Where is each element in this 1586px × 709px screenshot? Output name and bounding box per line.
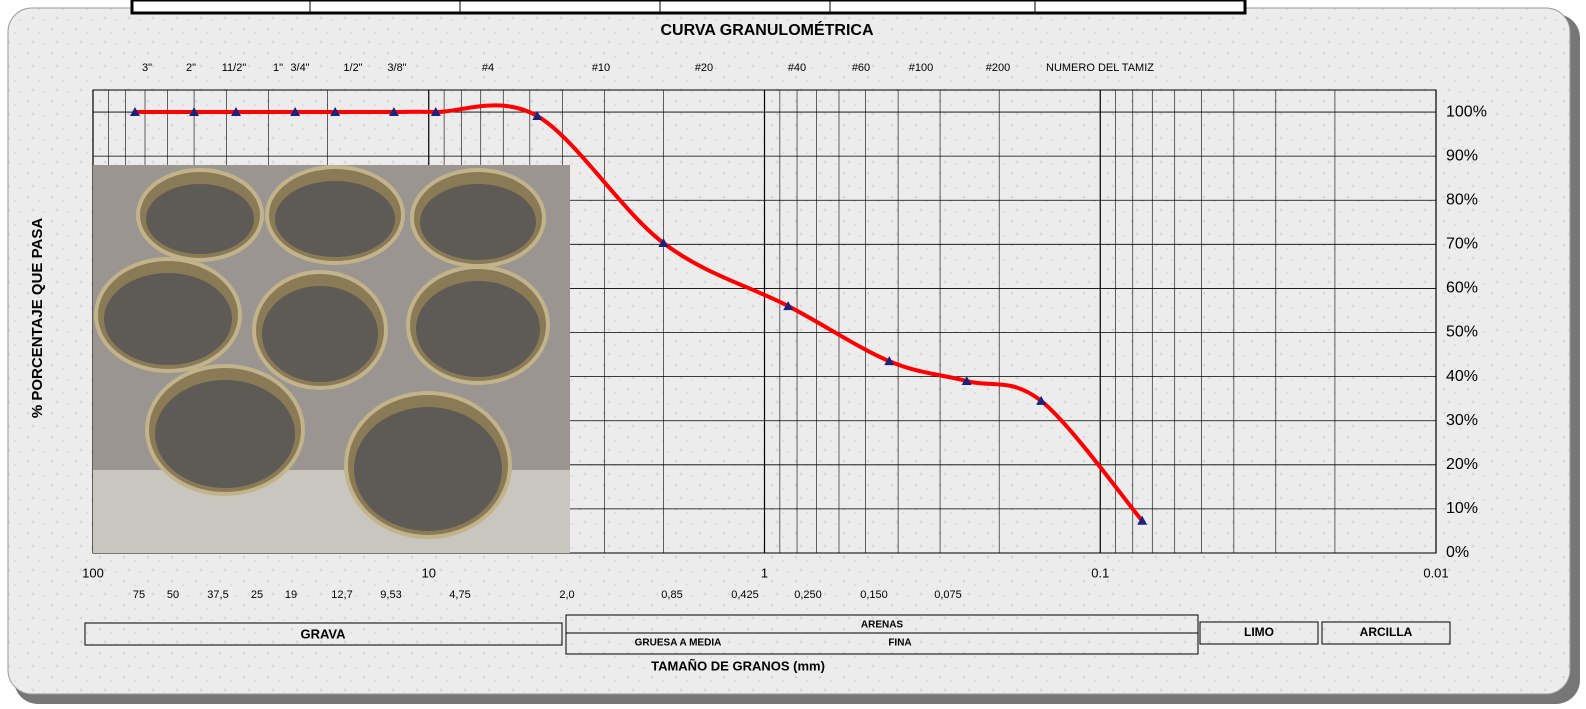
band-label: FINA xyxy=(888,638,911,649)
x-tick-label: 1 xyxy=(761,565,768,580)
sieve-label: 11/2" xyxy=(222,62,247,74)
y-tick-label: 30% xyxy=(1446,412,1478,429)
x-tick-label: 0.1 xyxy=(1091,565,1109,580)
band-label: GRUESA A MEDIA xyxy=(635,638,722,649)
y-tick-label: 40% xyxy=(1446,368,1478,385)
photo-inset xyxy=(93,165,570,553)
sieve-mesh xyxy=(420,184,536,260)
sieve-label: #10 xyxy=(592,62,610,74)
sieve-label: #4 xyxy=(482,62,494,74)
sieve-mesh xyxy=(275,181,395,257)
size-label: 0,425 xyxy=(731,589,759,601)
size-label: 50 xyxy=(167,589,179,601)
sieve-label: 1/2" xyxy=(343,62,362,74)
sieve-mesh xyxy=(155,380,295,488)
band-label: LIMO xyxy=(1244,625,1274,639)
x-tick-label: 10 xyxy=(422,565,436,580)
size-label: 4,75 xyxy=(449,589,470,601)
sieve-mesh xyxy=(146,184,254,254)
y-tick-label: 80% xyxy=(1446,191,1478,208)
sieve-label: 1" xyxy=(273,62,283,74)
chart-title: CURVA GRANULOMÉTRICA xyxy=(660,20,873,39)
chart: CURVA GRANULOMÉTRICA % PORCENTAJE QUE PA… xyxy=(0,0,1586,709)
band-label: GRAVA xyxy=(300,626,346,641)
y-tick-label: 20% xyxy=(1446,456,1478,473)
size-label: 19 xyxy=(285,589,297,601)
size-label: 0,150 xyxy=(860,589,888,601)
sieve-label: 3" xyxy=(142,62,152,74)
size-label: 0,075 xyxy=(934,589,962,601)
sieve-label: #20 xyxy=(695,62,713,74)
size-label: 9,53 xyxy=(380,589,401,601)
sieve-mesh xyxy=(416,281,540,377)
sieve-mesh xyxy=(104,273,232,365)
size-label: 2,0 xyxy=(559,589,574,601)
sieve-label: #200 xyxy=(986,62,1010,74)
size-label: 25 xyxy=(251,589,263,601)
sieve-label: #60 xyxy=(852,62,870,74)
y-tick-label: 60% xyxy=(1446,280,1478,297)
x-tick-label: 100 xyxy=(82,565,104,580)
size-label: 37,5 xyxy=(207,589,228,601)
band-label: ARCILLA xyxy=(1360,625,1413,639)
y-tick-label: 90% xyxy=(1446,147,1478,164)
x-tick-label: 0.01 xyxy=(1423,565,1448,580)
y-tick-label: 50% xyxy=(1446,324,1478,341)
sieve-label: #100 xyxy=(909,62,933,74)
sieve-label: 3/8" xyxy=(387,62,406,74)
sieve-axis-label: NUMERO DEL TAMIZ xyxy=(1046,62,1154,74)
top-table-fragment xyxy=(132,0,1245,13)
y-tick-label: 0% xyxy=(1446,544,1469,561)
sieve-label: 2" xyxy=(186,62,196,74)
sieve-label: 3/4" xyxy=(290,62,309,74)
y-tick-label: 10% xyxy=(1446,500,1478,517)
size-label: 0,85 xyxy=(661,589,682,601)
y-tick-label: 100% xyxy=(1446,103,1487,120)
band-label: ARENAS xyxy=(861,620,904,631)
sieve-mesh xyxy=(354,407,502,531)
y-tick-label: 70% xyxy=(1446,236,1478,253)
size-label: 12,7 xyxy=(331,589,352,601)
y-axis-label: % PORCENTAJE QUE PASA xyxy=(29,218,46,418)
x-axis-label: TAMAÑO DE GRANOS (mm) xyxy=(651,658,825,673)
size-label: 75 xyxy=(133,589,145,601)
size-label: 0,250 xyxy=(794,589,822,601)
sieve-mesh xyxy=(262,286,378,382)
sieve-label: #40 xyxy=(788,62,806,74)
